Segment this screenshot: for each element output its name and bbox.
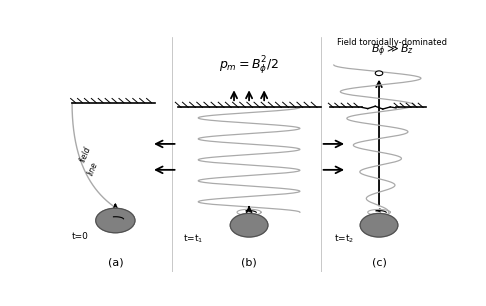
Text: t=t$_1$: t=t$_1$: [183, 233, 203, 245]
Text: t=t$_2$: t=t$_2$: [334, 233, 354, 245]
Text: (c): (c): [372, 257, 386, 267]
Text: $\Omega$: $\Omega$: [125, 211, 134, 223]
Text: $B_\phi \gg B_z$: $B_\phi \gg B_z$: [371, 43, 414, 59]
Circle shape: [96, 208, 135, 233]
Circle shape: [230, 214, 268, 237]
Text: line: line: [86, 161, 100, 177]
Text: Field toroidally-dominated: Field toroidally-dominated: [337, 38, 447, 47]
Circle shape: [360, 214, 398, 237]
Circle shape: [375, 71, 383, 76]
Text: (b): (b): [241, 257, 257, 267]
Text: t=0: t=0: [72, 232, 89, 241]
Text: field: field: [78, 145, 92, 164]
Text: $p_m = B_\phi^2/2$: $p_m = B_\phi^2/2$: [219, 55, 279, 77]
Text: (a): (a): [107, 257, 123, 267]
